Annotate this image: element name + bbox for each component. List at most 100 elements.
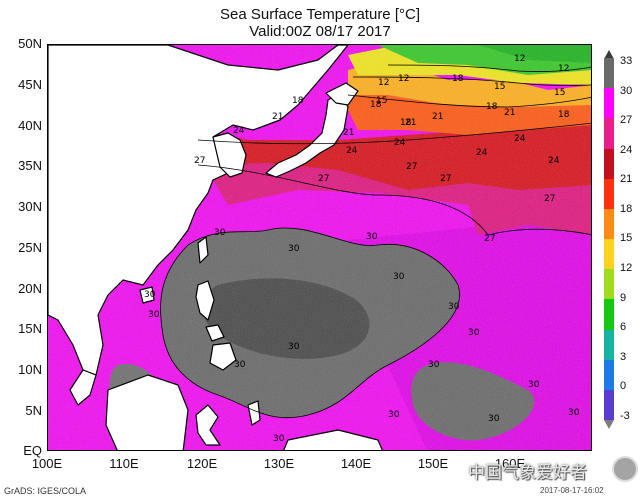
colorbar-label: 24 <box>620 143 633 156</box>
lat-label-25n: 25N <box>18 240 42 255</box>
contour-label-15: 15 <box>554 88 565 98</box>
contour-label-30: 30 <box>234 360 246 370</box>
contour-label-18: 18 <box>370 100 382 110</box>
contour-label-27: 27 <box>194 156 205 166</box>
colorbar-segment <box>604 239 614 270</box>
indochina-peninsula <box>69 369 97 406</box>
contour-label-15: 15 <box>494 82 505 92</box>
lon-label-100e: 100E <box>31 456 63 471</box>
colorbar-label: 6 <box>620 321 627 334</box>
contour-label-12: 12 <box>514 54 525 64</box>
contour-label-21: 21 <box>504 108 515 118</box>
timestamp: 2017-08-17-16:02 <box>540 486 604 495</box>
contour-label-27: 27 <box>406 162 417 172</box>
contour-label-27: 27 <box>318 174 329 184</box>
colorbar-segment <box>604 148 614 180</box>
lat-label-10n: 10N <box>18 362 42 377</box>
contour-label-21: 21 <box>343 128 354 138</box>
watermark: 中国气象爱好者 <box>468 463 587 483</box>
contour-label-24: 24 <box>548 156 560 166</box>
colorbar-segment <box>604 58 614 89</box>
contour-label-30: 30 <box>393 272 405 282</box>
lon-label-160e: 160E <box>494 456 526 471</box>
mindanao-island <box>209 342 237 371</box>
colorbar-segment <box>604 389 614 421</box>
sst-map: 30 30 30 30 30 30 30 30 30 30 30 30 30 3… <box>47 44 592 451</box>
lon-label-130e: 130E <box>263 456 295 471</box>
lat-label-30n: 30N <box>18 199 42 214</box>
asia-mainland <box>48 45 349 376</box>
colorbar-label: 9 <box>620 291 627 304</box>
contour-30 <box>160 227 460 419</box>
contour-label-18: 18 <box>292 96 304 106</box>
colorbar-segment <box>604 359 614 391</box>
contour-label-30: 30 <box>288 342 300 352</box>
contour-label-30: 30 <box>488 414 500 424</box>
colorbar-segment <box>604 88 614 119</box>
contour-label-18: 18 <box>400 118 412 128</box>
contour-label-18: 18 <box>558 110 570 120</box>
colorbar-label: 3 <box>620 350 627 363</box>
colorbar-segment <box>604 178 614 210</box>
contour-label-30: 30 <box>148 310 160 320</box>
lon-label-140e: 140E <box>340 456 372 471</box>
contour-label-24: 24 <box>476 148 488 158</box>
colorbar-label: 18 <box>620 202 633 215</box>
contour-label-30: 30 <box>568 408 580 418</box>
colorbar-label: 33 <box>620 55 633 67</box>
contour-label-15: 15 <box>376 96 387 106</box>
japan-islands <box>265 92 349 178</box>
colorbar-label: 30 <box>620 84 633 97</box>
colorbar-segment <box>604 299 614 330</box>
contour-label-30: 30 <box>288 244 300 254</box>
lat-label-40n: 40N <box>18 118 42 133</box>
valid-time: Valid:00Z 08/17 2017 <box>249 23 391 40</box>
colorbar-segment <box>604 118 614 149</box>
contour-label-27: 27 <box>544 194 555 204</box>
map-title: Sea Surface Temperature [°C] <box>220 6 420 23</box>
lat-label-45n: 45N <box>18 77 42 92</box>
contour-label-24: 24 <box>233 126 245 136</box>
contour-label-30: 30 <box>214 228 226 238</box>
contour-27 <box>197 164 591 236</box>
lat-label-35n: 35N <box>18 158 42 173</box>
contour-label-18: 18 <box>452 74 464 84</box>
borneo-island <box>105 374 189 450</box>
contour-label-24: 24 <box>346 146 358 156</box>
halmahera-island <box>247 400 261 426</box>
hokkaido-island <box>325 82 359 106</box>
contour-label-30: 30 <box>388 410 400 420</box>
contour-24 <box>197 122 591 145</box>
contour-label-21: 21 <box>432 112 443 122</box>
korea-peninsula <box>212 132 247 178</box>
contour-label-30: 30 <box>273 434 285 444</box>
hainan-island <box>139 286 155 304</box>
visayas-islands <box>205 324 225 342</box>
colorbar-label: 15 <box>620 232 633 245</box>
contour-label-12: 12 <box>378 78 389 88</box>
lat-label-15n: 15N <box>18 321 42 336</box>
sulawesi-island <box>195 404 221 446</box>
contour-label-27: 27 <box>484 234 495 244</box>
colorbar-segment <box>604 208 614 240</box>
luzon-island <box>195 280 215 321</box>
contour-label-24: 24 <box>394 138 406 148</box>
colorbar-label: -3 <box>620 409 630 422</box>
software-credit: GrADS: IGES/COLA <box>4 486 87 496</box>
contour-label-12: 12 <box>558 64 569 74</box>
contour-label-21: 21 <box>405 118 416 128</box>
landmass <box>48 45 383 450</box>
watermark-logo-icon <box>612 456 638 482</box>
lon-label-150e: 150E <box>417 456 449 471</box>
taiwan-island <box>197 236 209 264</box>
contour-label-27: 27 <box>440 174 451 184</box>
lon-label-110e: 110E <box>109 456 139 471</box>
contour-label-30: 30 <box>528 380 540 390</box>
lat-label-20n: 20N <box>18 281 42 296</box>
lat-label-5n: 5N <box>25 403 42 418</box>
contour-label-18: 18 <box>486 102 498 112</box>
colorbar <box>604 58 614 421</box>
contour-label-30: 30 <box>144 290 156 300</box>
contour-15 <box>387 64 591 72</box>
colorbar-top-arrow <box>604 50 614 59</box>
